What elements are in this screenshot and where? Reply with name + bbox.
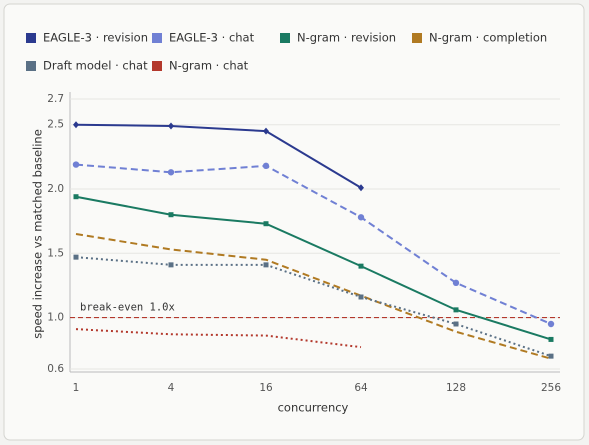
card (3, 3, 585, 441)
x-tick-label: 4 (168, 382, 175, 394)
marker (547, 320, 555, 328)
legend-label: N-gram · completion (429, 31, 547, 45)
legend-swatch (280, 33, 290, 43)
y-tick-label: 2.0 (47, 183, 64, 195)
x-tick-label: 256 (541, 382, 561, 394)
marker (452, 279, 460, 287)
marker (358, 263, 364, 269)
annotation: break-even 1.0x (80, 302, 175, 314)
marker (453, 307, 459, 313)
x-tick-label: 128 (446, 382, 466, 394)
marker (263, 262, 269, 268)
marker (263, 127, 269, 135)
series-line (75, 163, 552, 325)
legend-swatch (26, 33, 36, 43)
series-line (75, 256, 552, 358)
marker (263, 221, 269, 227)
marker (72, 161, 80, 168)
series-line (75, 233, 552, 360)
legend-label: N-gram · chat (169, 59, 249, 73)
marker (168, 212, 174, 218)
y-axis-label: speed increase vs matched baseline (31, 129, 45, 339)
x-tick-label: 1 (73, 382, 80, 394)
x-tick-label: 64 (354, 382, 368, 394)
legend-label: N-gram · revision (297, 31, 396, 45)
marker (262, 162, 270, 170)
marker (357, 214, 365, 221)
legend-swatch (152, 33, 162, 43)
marker (453, 321, 459, 327)
y-tick-label: 0.6 (47, 363, 64, 375)
marker (358, 184, 364, 192)
legend-swatch (152, 61, 162, 71)
y-tick-label: 2.5 (47, 119, 64, 131)
marker (168, 262, 174, 268)
y-tick-label: 2.7 (47, 93, 64, 105)
legend-swatch (26, 61, 36, 71)
marker (167, 169, 175, 176)
legend-label: EAGLE-3 · revision (43, 31, 148, 45)
legend-label: Draft model · chat (43, 59, 148, 73)
series-line (75, 195, 552, 341)
marker (73, 194, 79, 200)
x-tick-label: 16 (259, 382, 273, 394)
marker (73, 254, 79, 260)
y-tick-label: 1.0 (47, 312, 64, 324)
marker (168, 122, 174, 130)
legend-swatch (412, 33, 422, 43)
series-line (75, 123, 362, 189)
marker (73, 121, 79, 129)
x-axis-label: concurrency (278, 401, 349, 415)
marker (358, 294, 364, 300)
marker (548, 336, 554, 342)
y-tick-label: 1.5 (47, 247, 64, 259)
legend-label: EAGLE-3 · chat (169, 31, 255, 45)
marker (548, 353, 554, 359)
